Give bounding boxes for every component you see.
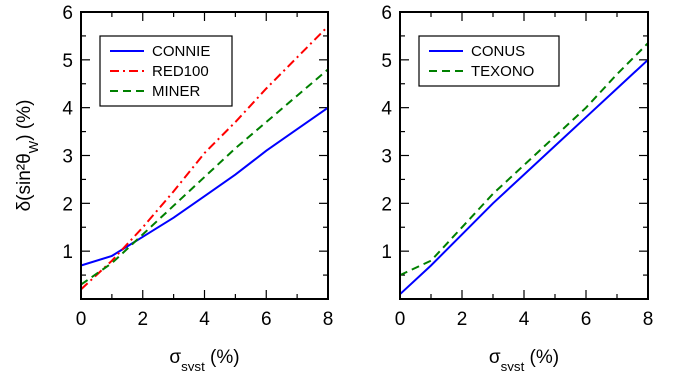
y-tick-label: 5 bbox=[381, 51, 392, 72]
right-panel: 0 2 4 6 8 1 2 3 4 5 6 CONUS TEXONO σsyst (%) bbox=[381, 3, 653, 371]
series-line-connie bbox=[80, 106, 329, 267]
y-tick-label: 5 bbox=[62, 51, 73, 72]
x-tick-label: 4 bbox=[199, 309, 210, 330]
left-panel: 0 2 4 6 8 1 2 3 4 5 6 CONNIE RED100 MINER σsyst (%) δ(s… bbox=[14, 3, 333, 371]
plot-frame bbox=[399, 11, 649, 300]
legend-label-connie: CONNIE bbox=[152, 43, 210, 60]
legend-box bbox=[99, 35, 233, 107]
series-line-conus bbox=[399, 59, 649, 295]
legend-label-miner: MINER bbox=[152, 83, 201, 100]
x-tick-label: 6 bbox=[581, 309, 592, 330]
x-tick-label: 0 bbox=[395, 309, 406, 330]
legend-label-red100: RED100 bbox=[152, 63, 209, 80]
x-tick-label: 2 bbox=[457, 309, 468, 330]
legend-box bbox=[418, 35, 560, 87]
x-tick-label: 4 bbox=[519, 309, 530, 330]
legend: CONUS TEXONO bbox=[418, 35, 560, 87]
legend-label-conus: CONUS bbox=[471, 43, 525, 60]
legend: CONNIE RED100 MINER bbox=[99, 35, 233, 107]
plot-frame bbox=[80, 11, 329, 300]
series-line-red100 bbox=[80, 25, 329, 291]
x-axis-title: σsyst (%) bbox=[169, 347, 239, 371]
x-tick-label: 6 bbox=[261, 309, 272, 330]
y-tick-label: 1 bbox=[381, 242, 392, 263]
y-tick-label: 4 bbox=[381, 99, 392, 120]
y-tick-label: 2 bbox=[62, 194, 73, 215]
x-tick-label: 0 bbox=[76, 309, 87, 330]
legend-label-texono: TEXONO bbox=[471, 63, 534, 80]
y-tick-label: 4 bbox=[62, 99, 73, 120]
series-line-miner bbox=[80, 68, 329, 286]
y-tick-label: 3 bbox=[62, 147, 73, 168]
x-tick-label: 8 bbox=[643, 309, 654, 330]
y-tick-label: 1 bbox=[62, 242, 73, 263]
y-tick-label: 3 bbox=[381, 147, 392, 168]
y-axis-title: δ(sin²θW) (%) bbox=[14, 100, 41, 212]
x-tick-label: 8 bbox=[323, 309, 334, 330]
y-tick-label: 2 bbox=[381, 194, 392, 215]
y-tick-label: 6 bbox=[381, 3, 392, 24]
y-tick-label: 6 bbox=[62, 3, 73, 24]
x-tick-label: 2 bbox=[137, 309, 148, 330]
x-axis-title: σsyst (%) bbox=[489, 347, 559, 371]
